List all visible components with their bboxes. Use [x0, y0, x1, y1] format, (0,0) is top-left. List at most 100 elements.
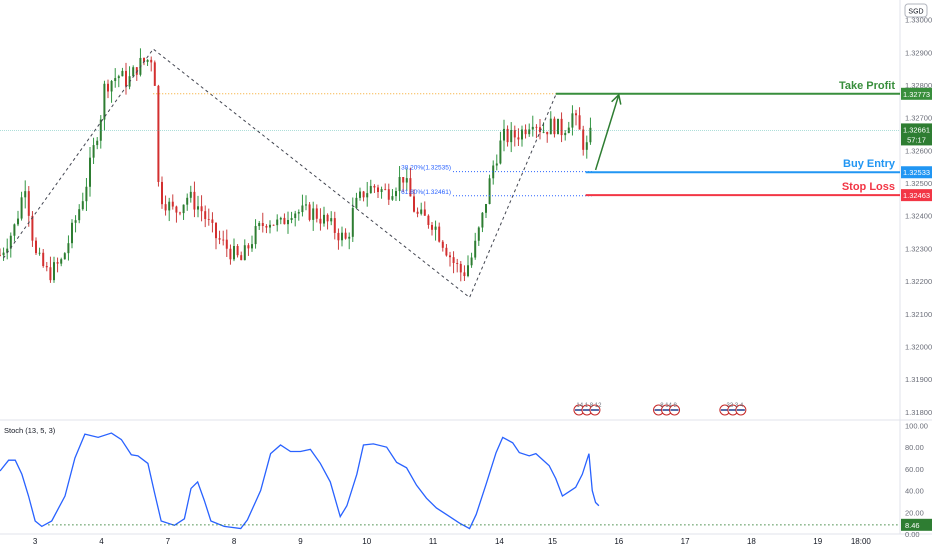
candle-countdown: 57:17 [907, 135, 926, 144]
candle-body [197, 206, 199, 210]
candle-body [312, 208, 315, 220]
candle-body [67, 243, 70, 254]
osc-tick-label: 40.00 [905, 487, 924, 496]
candle-body [182, 204, 185, 214]
candle-body [53, 262, 55, 281]
candle-body [233, 246, 235, 260]
candle-body [153, 62, 156, 86]
time-tick-label: 17 [681, 537, 690, 546]
osc-tick-label: 100.00 [905, 421, 928, 430]
candle-body [319, 218, 322, 224]
time-tick-label: 4 [99, 537, 104, 546]
candle-body [261, 223, 264, 226]
fib-level-label: 38.20%(1.32535) [401, 165, 451, 172]
candle-body [287, 219, 289, 225]
projection-arrow-head [611, 93, 622, 105]
level-price-badge-label: 1.32773 [903, 90, 930, 99]
candle-body [351, 208, 354, 237]
candle-body [366, 193, 369, 198]
time-tick-label: 8 [232, 537, 237, 546]
time-tick-label: 14 [495, 537, 504, 546]
candle-body [204, 211, 207, 220]
candle-body [467, 265, 469, 277]
candle-body [247, 245, 250, 249]
candle-body [258, 223, 261, 227]
candle-body [135, 67, 138, 75]
currency-badge [904, 3, 928, 18]
candle-body [445, 247, 448, 256]
price-tick-label: 1.32100 [905, 310, 932, 319]
candle-body [71, 222, 73, 244]
candle-body [110, 81, 113, 92]
candle-body [488, 178, 491, 204]
candle-body [81, 201, 84, 210]
candle-body [279, 217, 282, 220]
candle-body [549, 118, 552, 135]
candle-body [49, 267, 52, 281]
time-tick-label: 7 [166, 537, 171, 546]
candle-body [557, 118, 559, 135]
candle-body [31, 215, 34, 241]
price-tick-label: 1.32200 [905, 277, 932, 286]
level-price-badge [901, 87, 932, 100]
candle-body [269, 224, 271, 228]
candle-body [272, 224, 275, 226]
candle-body [42, 252, 45, 266]
candle-body [254, 226, 257, 245]
candle-body [578, 115, 581, 130]
level-price-badge-label: 1.32463 [903, 191, 930, 200]
candle-body [283, 217, 286, 225]
candle-body [251, 244, 253, 249]
current-price-badge [901, 123, 932, 146]
level-label: Take Profit [839, 80, 895, 92]
candle-body [369, 185, 372, 194]
candle-body [38, 252, 41, 254]
candle-body [459, 263, 462, 273]
candle-body [582, 129, 585, 150]
candle-body [377, 187, 379, 193]
candle-body [387, 189, 390, 200]
candle-body [236, 246, 239, 256]
time-tick-label: 11 [429, 537, 438, 546]
candle-body [85, 186, 88, 202]
candle-body [344, 232, 347, 239]
candle-body [330, 218, 333, 222]
stoch-value-badge [901, 518, 932, 531]
candles-group [0, 48, 592, 283]
candle-body [492, 165, 495, 179]
candle-body [499, 140, 502, 164]
candle-body [161, 181, 163, 205]
candle-body [179, 212, 181, 214]
candle-body [589, 127, 592, 143]
candle-body [510, 129, 513, 143]
candle-body [305, 204, 307, 206]
price-tick-label: 1.32900 [905, 48, 932, 57]
candle-body [265, 225, 268, 228]
time-tick-label: 19 [813, 537, 822, 546]
candle-body [243, 245, 246, 261]
osc-tick-label: 60.00 [905, 465, 924, 474]
candle-body [215, 222, 217, 239]
candle-body [402, 177, 405, 183]
candle-body [207, 219, 210, 220]
candle-body [395, 191, 397, 197]
candle-body [333, 218, 336, 233]
currency-badge-label: SGD [908, 9, 923, 16]
candle-body [27, 191, 30, 216]
candle-body [456, 263, 459, 264]
price-tick-label: 1.32800 [905, 81, 932, 90]
candle-body [337, 232, 340, 241]
candle-body [157, 85, 160, 182]
price-tick-label: 1.31900 [905, 375, 932, 384]
candle-body [553, 118, 556, 135]
candle-body [13, 224, 16, 236]
candle-body [463, 272, 466, 277]
candle-body [452, 257, 455, 264]
candle-body [103, 83, 106, 120]
price-tick-label: 1.32000 [905, 342, 932, 351]
candle-body [326, 214, 329, 222]
candle-body [542, 131, 545, 133]
candle-body [495, 163, 498, 166]
